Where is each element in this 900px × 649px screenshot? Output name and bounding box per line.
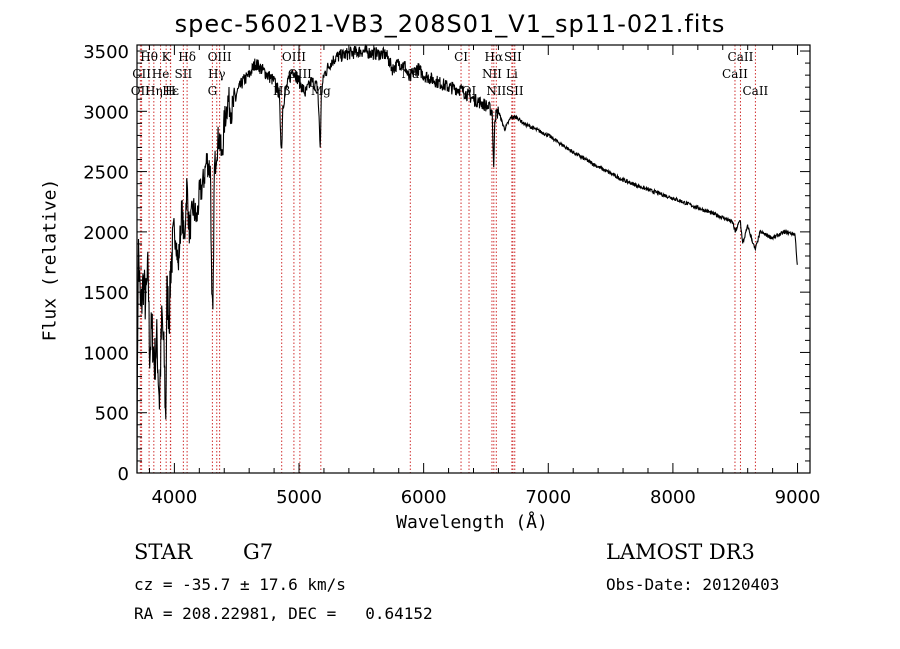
line-label-6: K (162, 50, 172, 64)
coordinates: RA = 208.22981, DEC = 0.64152 (134, 604, 433, 623)
line-label-16: Mg (311, 84, 331, 98)
x-tick-label: 7000 (525, 487, 571, 508)
x-axis-label: Wavelength (Å) (396, 512, 548, 533)
line-label-9: Hδ (178, 50, 196, 64)
redshift-cz: cz = -35.7 ± 17.6 km/s (134, 575, 346, 594)
plot-frame (136, 44, 811, 474)
line-label-25: SII (506, 84, 524, 98)
line-label-27: CaII (728, 50, 754, 64)
axes: 4000 5000 6000 7000 8000 9000 0 500 1000 1500 2000… (83, 42, 820, 508)
x-tick-label: 6000 (401, 487, 447, 508)
y-tick-label: 1500 (83, 283, 129, 304)
object-type: STAR (134, 540, 193, 564)
flux-series (136, 43, 798, 474)
line-label-5: Hε (162, 84, 179, 98)
line-label-20: Hα (485, 50, 504, 64)
x-tick-label: 8000 (650, 487, 696, 508)
object-subclass: G7 (243, 540, 274, 564)
line-label-21: NII (482, 67, 502, 81)
line-label-11: Hγ (208, 67, 226, 81)
y-tick-label: 2500 (83, 163, 129, 184)
line-label-23: SII (504, 50, 522, 64)
line-label-28: CaII (742, 84, 768, 98)
y-tick-label: 500 (95, 404, 129, 425)
survey-name: LAMOST DR3 (606, 540, 755, 564)
line-label-14: OIII (282, 50, 306, 64)
line-label-26: CaII (722, 67, 748, 81)
observation-date: Obs-Date: 20120403 (606, 575, 780, 594)
line-label-18: CI (454, 50, 468, 64)
y-tick-label: 2000 (83, 223, 129, 244)
line-label-1: CII (132, 67, 151, 81)
line-label-10: OIII (208, 50, 232, 64)
flux-line (136, 43, 798, 474)
line-label-8: SII (175, 67, 193, 81)
line-label-3: Hη (145, 84, 163, 98)
line-label-22: NII (486, 84, 506, 98)
y-tick-label: 0 (118, 464, 129, 485)
chart-title: spec-56021-VB3_208S01_V1_sp11-021.fits (174, 10, 726, 38)
y-tick-label: 3500 (83, 42, 129, 63)
spectral-line-markers (139, 45, 756, 473)
line-label-4: He (152, 67, 170, 81)
line-label-24: Li (506, 67, 518, 81)
line-label-0: Hθ (140, 50, 158, 64)
x-tick-label: 5000 (276, 487, 322, 508)
line-label-7: H (165, 84, 175, 98)
x-tick-label: 4000 (151, 487, 197, 508)
line-label-2: OII (131, 84, 151, 98)
x-tick-label: 9000 (775, 487, 821, 508)
y-axis-label: Flux (relative) (39, 178, 61, 342)
line-label-12: G (208, 84, 218, 98)
y-tick-label: 3000 (83, 102, 129, 123)
y-tick-label: 1000 (83, 343, 129, 364)
